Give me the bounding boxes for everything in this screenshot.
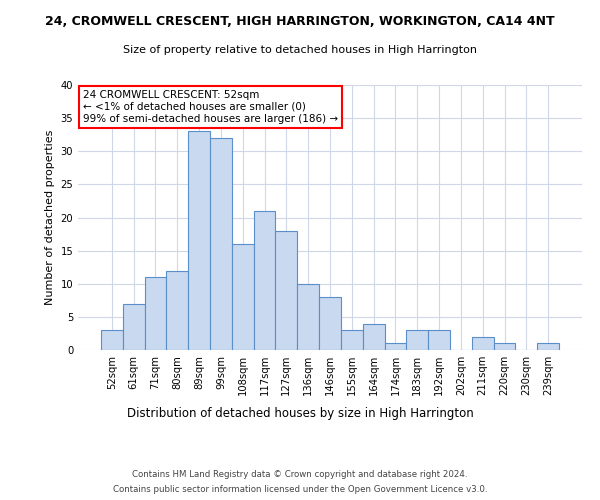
Bar xyxy=(319,297,341,350)
Bar xyxy=(537,344,559,350)
Bar xyxy=(101,330,123,350)
Bar xyxy=(210,138,232,350)
Bar xyxy=(123,304,145,350)
Bar xyxy=(145,277,166,350)
Bar xyxy=(363,324,385,350)
Bar xyxy=(254,211,275,350)
Bar xyxy=(275,231,297,350)
Bar xyxy=(428,330,450,350)
Text: 24, CROMWELL CRESCENT, HIGH HARRINGTON, WORKINGTON, CA14 4NT: 24, CROMWELL CRESCENT, HIGH HARRINGTON, … xyxy=(45,15,555,28)
Bar xyxy=(385,344,406,350)
Text: Contains HM Land Registry data © Crown copyright and database right 2024.: Contains HM Land Registry data © Crown c… xyxy=(132,470,468,479)
Bar xyxy=(232,244,254,350)
Bar xyxy=(494,344,515,350)
Y-axis label: Number of detached properties: Number of detached properties xyxy=(45,130,55,305)
Text: Distribution of detached houses by size in High Harrington: Distribution of detached houses by size … xyxy=(127,408,473,420)
Text: Contains public sector information licensed under the Open Government Licence v3: Contains public sector information licen… xyxy=(113,485,487,494)
Bar xyxy=(297,284,319,350)
Text: Size of property relative to detached houses in High Harrington: Size of property relative to detached ho… xyxy=(123,45,477,55)
Bar xyxy=(341,330,363,350)
Text: 24 CROMWELL CRESCENT: 52sqm
← <1% of detached houses are smaller (0)
99% of semi: 24 CROMWELL CRESCENT: 52sqm ← <1% of det… xyxy=(83,90,338,124)
Bar xyxy=(472,337,494,350)
Bar xyxy=(166,270,188,350)
Bar xyxy=(188,132,210,350)
Bar xyxy=(406,330,428,350)
